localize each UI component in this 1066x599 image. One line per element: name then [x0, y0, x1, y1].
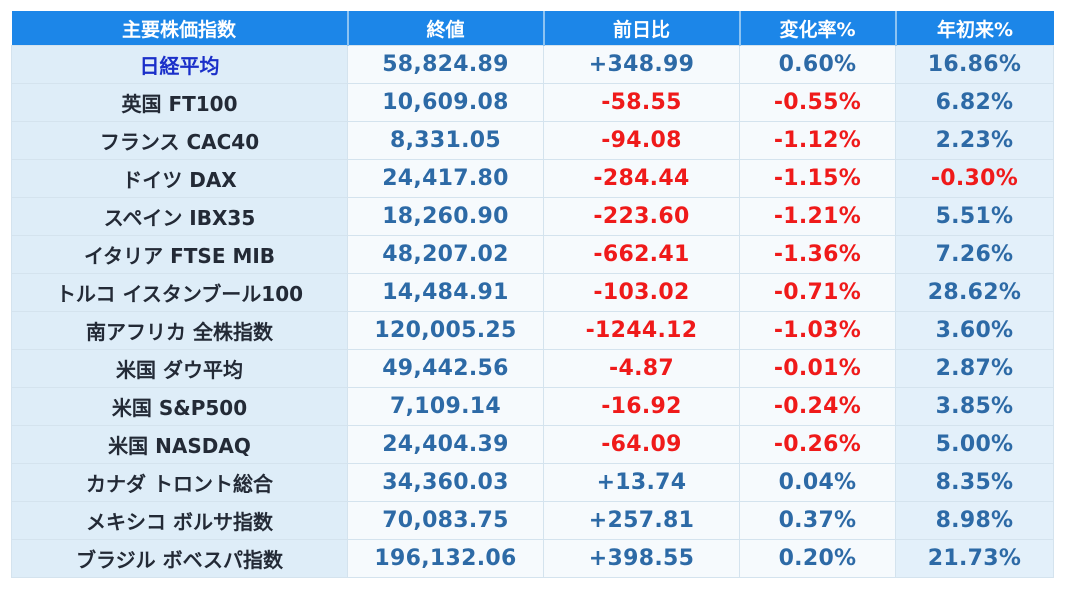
- close-value-cell: 34,360.03: [347, 463, 544, 502]
- close-value-cell: 7,109.14: [347, 387, 544, 426]
- change-pct-cell: -0.01%: [739, 349, 896, 388]
- table-row: メキシコ ボルサ指数 70,083.75 +257.81 0.37% 8.98%: [11, 501, 1054, 540]
- index-name-cell: 米国 NASDAQ: [11, 425, 348, 464]
- change-pct-cell: 0.60%: [739, 45, 896, 84]
- change-pct-cell: -0.55%: [739, 83, 896, 122]
- change-value-cell: -103.02: [543, 273, 740, 312]
- change-value-cell: +348.99: [543, 45, 740, 84]
- index-name-cell: ブラジル ボベスパ指数: [11, 539, 348, 578]
- index-name-cell: 米国 S&P500: [11, 387, 348, 426]
- table-row: 英国 FT100 10,609.08 -58.55 -0.55% 6.82%: [11, 83, 1054, 122]
- close-value-cell: 18,260.90: [347, 197, 544, 236]
- index-name-cell: ドイツ DAX: [11, 159, 348, 198]
- close-value-cell: 196,132.06: [347, 539, 544, 578]
- index-name-cell: 日経平均: [11, 45, 348, 84]
- close-value-cell: 8,331.05: [347, 121, 544, 160]
- ytd-pct-cell: 5.00%: [895, 425, 1054, 464]
- table-row: ブラジル ボベスパ指数 196,132.06 +398.55 0.20% 21.73%: [11, 539, 1054, 578]
- change-pct-cell: -0.24%: [739, 387, 896, 426]
- change-value-cell: -284.44: [543, 159, 740, 198]
- close-value-cell: 14,484.91: [347, 273, 544, 312]
- ytd-pct-cell: 21.73%: [895, 539, 1054, 578]
- change-pct-cell: -0.26%: [739, 425, 896, 464]
- change-pct-cell: -1.36%: [739, 235, 896, 274]
- ytd-pct-cell: -0.30%: [895, 159, 1054, 198]
- change-pct-cell: -1.12%: [739, 121, 896, 160]
- table-row: スペイン IBX35 18,260.90 -223.60 -1.21% 5.51%: [11, 197, 1054, 236]
- change-value-cell: -1244.12: [543, 311, 740, 350]
- index-name-cell: カナダ トロント総合: [11, 463, 348, 502]
- change-value-cell: -662.41: [543, 235, 740, 274]
- ytd-pct-cell: 16.86%: [895, 45, 1054, 84]
- index-name-cell: フランス CAC40: [11, 121, 348, 160]
- close-value-cell: 120,005.25: [347, 311, 544, 350]
- index-name-cell: メキシコ ボルサ指数: [11, 501, 348, 540]
- close-value-cell: 24,404.39: [347, 425, 544, 464]
- change-value-cell: -223.60: [543, 197, 740, 236]
- change-pct-cell: -1.15%: [739, 159, 896, 198]
- ytd-pct-cell: 3.85%: [895, 387, 1054, 426]
- header-change-pct: 変化率%: [739, 11, 897, 46]
- change-value-cell: -64.09: [543, 425, 740, 464]
- change-value-cell: +398.55: [543, 539, 740, 578]
- index-table-frame: 主要株価指数 終値 前日比 変化率% 年初来% 日経平均 58,824.89 +34…: [11, 11, 1054, 593]
- header-close: 終値: [347, 11, 545, 46]
- index-name-cell: イタリア FTSE MIB: [11, 235, 348, 274]
- ytd-pct-cell: 2.87%: [895, 349, 1054, 388]
- close-value-cell: 58,824.89: [347, 45, 544, 84]
- table-row: フランス CAC40 8,331.05 -94.08 -1.12% 2.23%: [11, 121, 1054, 160]
- header-ytd-pct: 年初来%: [895, 11, 1054, 46]
- change-pct-cell: -1.21%: [739, 197, 896, 236]
- table-body: 日経平均 58,824.89 +348.99 0.60% 16.86% 英国 FT100 1…: [11, 45, 1054, 578]
- change-pct-cell: 0.04%: [739, 463, 896, 502]
- index-name-cell: 米国 ダウ平均: [11, 349, 348, 388]
- ytd-pct-cell: 3.60%: [895, 311, 1054, 350]
- change-pct-cell: -1.03%: [739, 311, 896, 350]
- close-value-cell: 70,083.75: [347, 501, 544, 540]
- header-row: 主要株価指数 終値 前日比 変化率% 年初来%: [11, 11, 1054, 46]
- close-value-cell: 48,207.02: [347, 235, 544, 274]
- ytd-pct-cell: 2.23%: [895, 121, 1054, 160]
- index-name-cell: 南アフリカ 全株指数: [11, 311, 348, 350]
- table-row: 南アフリカ 全株指数 120,005.25 -1244.12 -1.03% 3.60%: [11, 311, 1054, 350]
- stock-index-table: 主要株価指数 終値 前日比 変化率% 年初来% 日経平均 58,824.89 +34…: [11, 11, 1054, 578]
- change-value-cell: +257.81: [543, 501, 740, 540]
- header-change: 前日比: [543, 11, 741, 46]
- change-pct-cell: -0.71%: [739, 273, 896, 312]
- table-row: 米国 NASDAQ 24,404.39 -64.09 -0.26% 5.00%: [11, 425, 1054, 464]
- change-value-cell: -4.87: [543, 349, 740, 388]
- ytd-pct-cell: 28.62%: [895, 273, 1054, 312]
- close-value-cell: 24,417.80: [347, 159, 544, 198]
- table-row: ドイツ DAX 24,417.80 -284.44 -1.15% -0.30%: [11, 159, 1054, 198]
- index-name-cell: スペイン IBX35: [11, 197, 348, 236]
- header-index-name: 主要株価指数: [11, 11, 349, 46]
- table-row: 米国 ダウ平均 49,442.56 -4.87 -0.01% 2.87%: [11, 349, 1054, 388]
- close-value-cell: 49,442.56: [347, 349, 544, 388]
- change-pct-cell: 0.37%: [739, 501, 896, 540]
- ytd-pct-cell: 5.51%: [895, 197, 1054, 236]
- table-row: カナダ トロント総合 34,360.03 +13.74 0.04% 8.35%: [11, 463, 1054, 502]
- change-value-cell: +13.74: [543, 463, 740, 502]
- table-row: 米国 S&P500 7,109.14 -16.92 -0.24% 3.85%: [11, 387, 1054, 426]
- table-row: 日経平均 58,824.89 +348.99 0.60% 16.86%: [11, 45, 1054, 84]
- table-header: 主要株価指数 終値 前日比 変化率% 年初来%: [11, 11, 1054, 46]
- ytd-pct-cell: 8.98%: [895, 501, 1054, 540]
- index-name-cell: 英国 FT100: [11, 83, 348, 122]
- table-row: イタリア FTSE MIB 48,207.02 -662.41 -1.36% 7.26%: [11, 235, 1054, 274]
- ytd-pct-cell: 8.35%: [895, 463, 1054, 502]
- close-value-cell: 10,609.08: [347, 83, 544, 122]
- change-value-cell: -16.92: [543, 387, 740, 426]
- change-value-cell: -58.55: [543, 83, 740, 122]
- ytd-pct-cell: 7.26%: [895, 235, 1054, 274]
- table-row: トルコ イスタンブール100 14,484.91 -103.02 -0.71% 28.6…: [11, 273, 1054, 312]
- index-name-cell: トルコ イスタンブール100: [11, 273, 348, 312]
- change-pct-cell: 0.20%: [739, 539, 896, 578]
- ytd-pct-cell: 6.82%: [895, 83, 1054, 122]
- change-value-cell: -94.08: [543, 121, 740, 160]
